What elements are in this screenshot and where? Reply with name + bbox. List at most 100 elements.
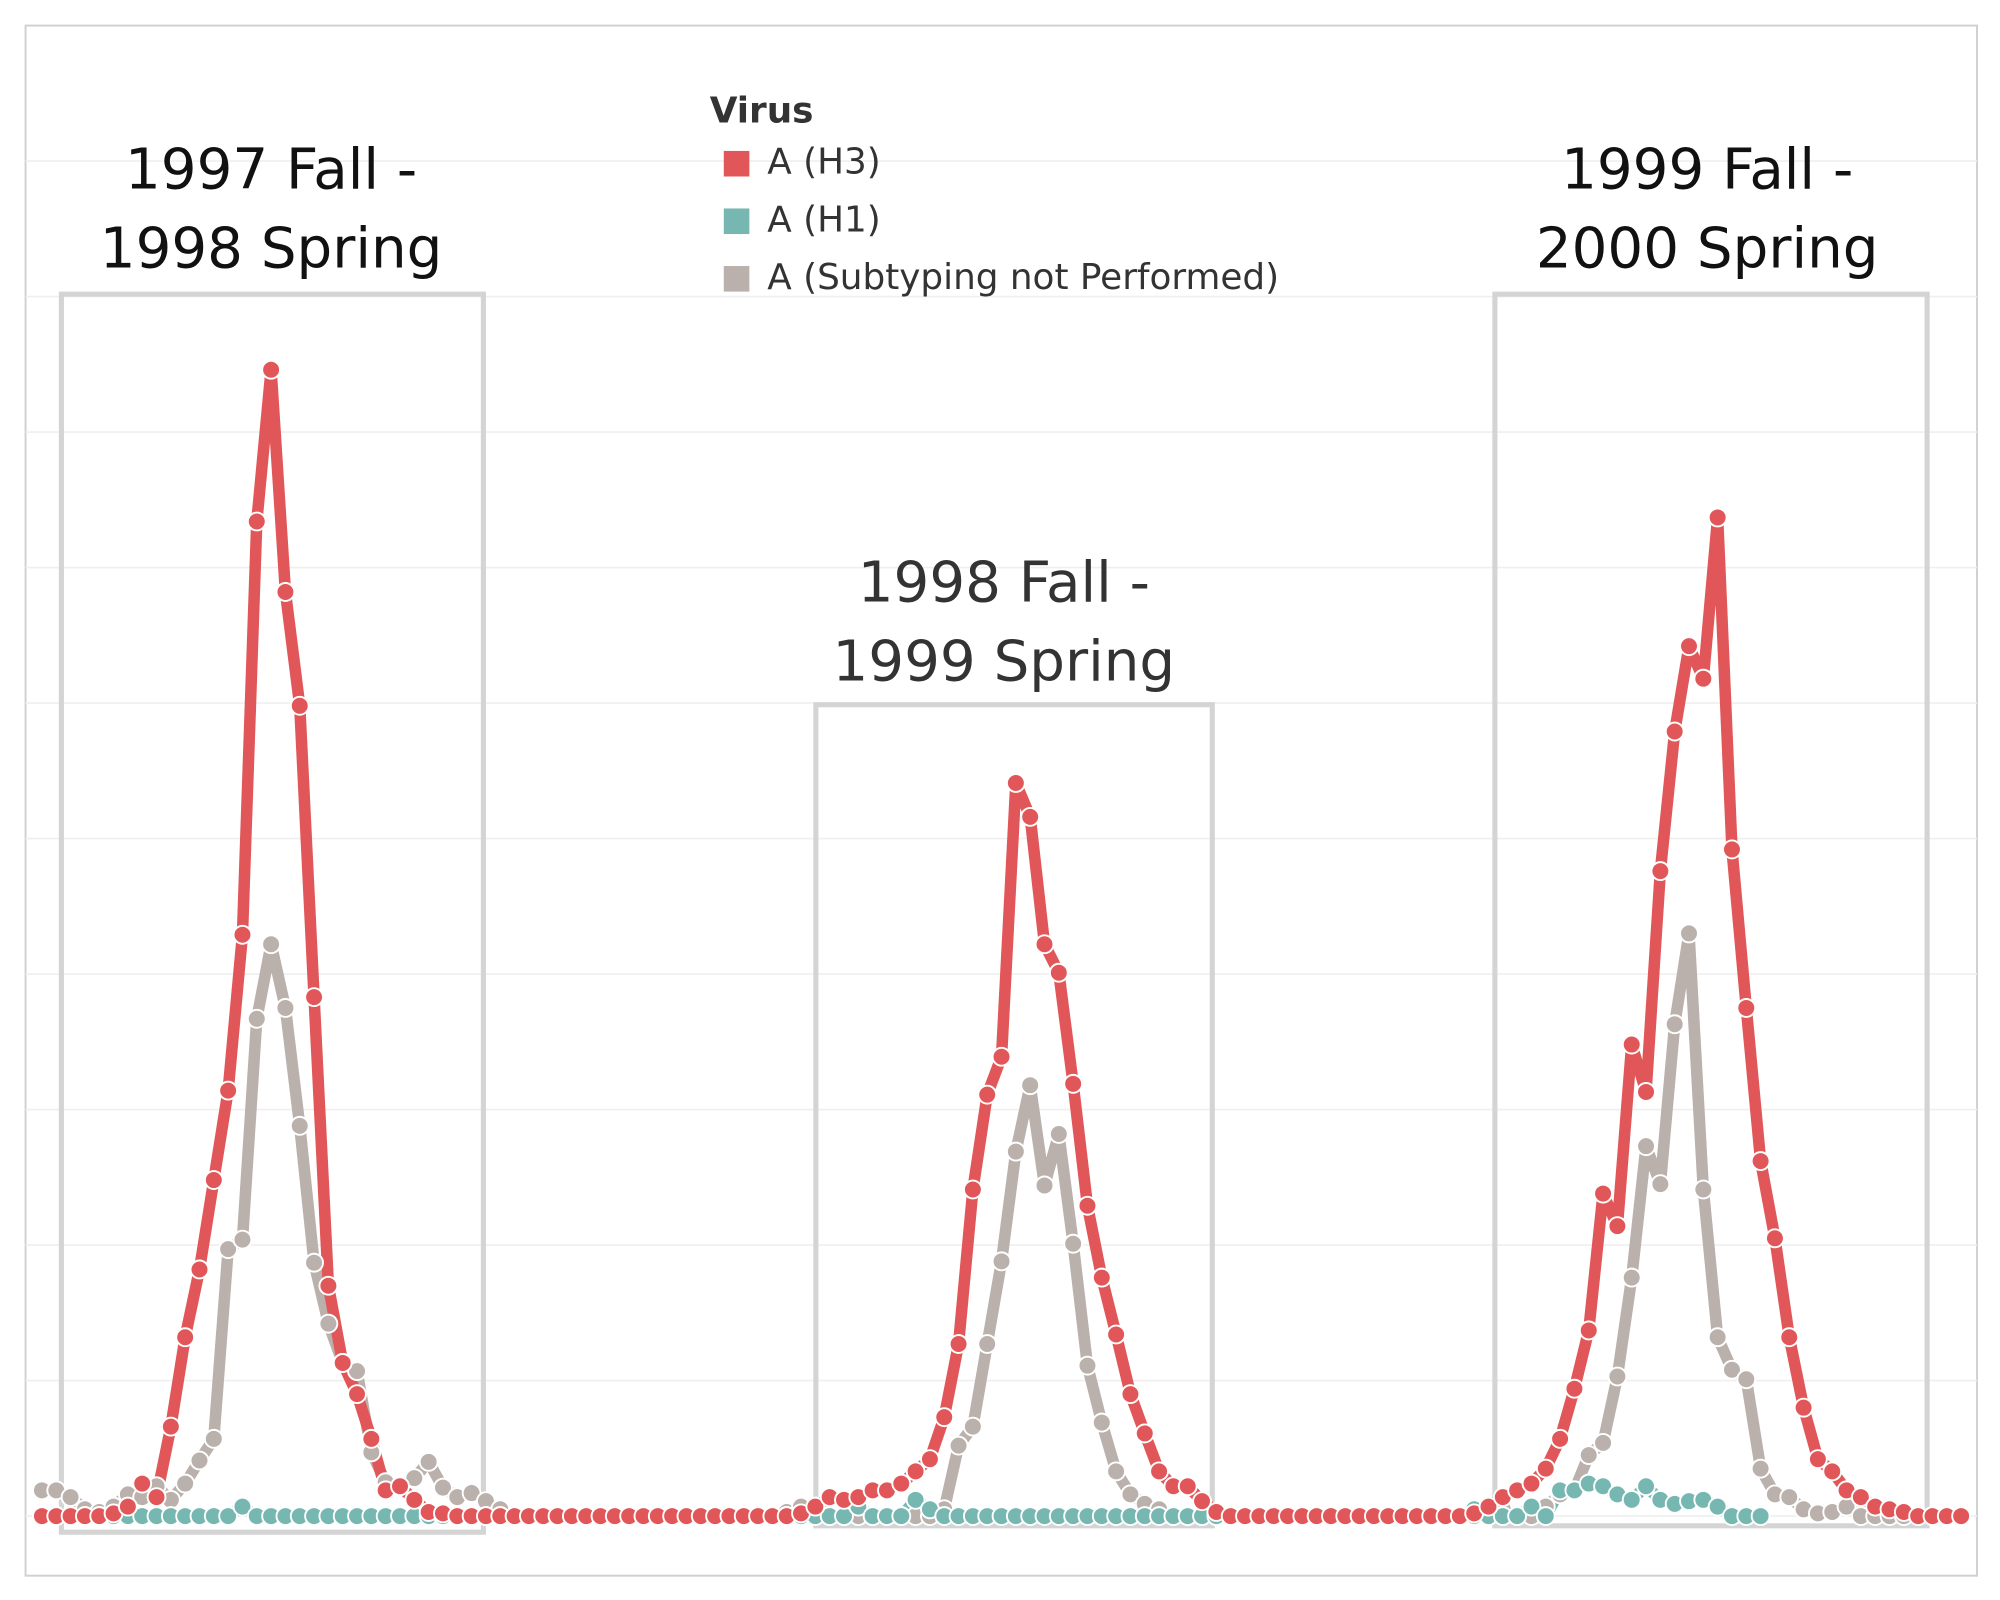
data-point <box>1636 1136 1656 1157</box>
data-point <box>1535 1506 1556 1526</box>
data-point <box>805 1496 826 1517</box>
data-point <box>1850 1487 1871 1508</box>
data-point <box>1765 1228 1785 1249</box>
data-point <box>246 511 267 532</box>
data-point <box>1120 1484 1141 1505</box>
data-point <box>1722 839 1742 860</box>
data-point <box>361 1428 382 1449</box>
data-point <box>1693 668 1714 689</box>
data-point <box>1607 1366 1628 1387</box>
data-point <box>962 1416 983 1437</box>
data-point <box>1034 934 1055 955</box>
legend-label: A (H1) <box>767 199 880 240</box>
data-point <box>390 1476 410 1497</box>
data-point <box>991 1046 1012 1067</box>
data-point <box>1779 1327 1800 1348</box>
annotations: 1997 Fall - 1998 Spring 1998 Fall - 1999 Sp… <box>100 137 1879 694</box>
legend-swatch <box>723 266 750 292</box>
data-point <box>332 1353 353 1373</box>
data-point <box>246 1008 267 1029</box>
data-point <box>1736 998 1757 1018</box>
data-point <box>1005 1141 1026 1162</box>
plot <box>32 359 1972 1526</box>
data-point <box>1750 1151 1771 1171</box>
data-point <box>1091 1267 1112 1288</box>
data-point <box>1048 1124 1069 1144</box>
data-point <box>962 1179 983 1200</box>
data-point <box>1106 1461 1127 1482</box>
data-point <box>189 1450 210 1471</box>
data-point <box>347 1384 367 1405</box>
data-point <box>261 934 282 955</box>
data-point <box>1077 1355 1098 1376</box>
data-point <box>218 1506 239 1526</box>
data-point <box>175 1327 196 1348</box>
data-point <box>289 695 310 716</box>
data-point <box>146 1487 167 1508</box>
data-point <box>1149 1461 1169 1482</box>
data-point <box>1564 1378 1585 1399</box>
data-point <box>1005 773 1026 793</box>
data-point <box>1550 1428 1571 1449</box>
data-point <box>1077 1195 1098 1216</box>
data-point <box>1521 1473 1542 1494</box>
data-point <box>404 1489 425 1510</box>
data-point <box>175 1473 196 1494</box>
data-point <box>1621 1034 1642 1055</box>
data-point <box>1578 1320 1599 1341</box>
legend-label: A (H3) <box>767 142 880 183</box>
data-point <box>1607 1216 1628 1237</box>
data-point <box>433 1477 453 1498</box>
data-point <box>1650 1174 1671 1195</box>
data-point <box>1020 806 1041 827</box>
data-point <box>1621 1267 1642 1288</box>
season-label: 1998 Fall - <box>858 550 1150 615</box>
data-point <box>1707 1327 1728 1348</box>
data-point <box>1120 1384 1141 1405</box>
data-point <box>1134 1423 1155 1444</box>
data-point <box>1507 1506 1528 1526</box>
data-point <box>218 1239 239 1260</box>
legend-label: A (Subtyping not Performed) <box>767 257 1279 298</box>
data-point <box>1636 1082 1656 1102</box>
data-point <box>318 1313 339 1334</box>
data-point <box>1593 1183 1613 1204</box>
data-point <box>1621 1489 1642 1510</box>
data-point <box>1779 1487 1800 1508</box>
data-point <box>1478 1496 1499 1517</box>
data-point <box>232 1496 253 1517</box>
data-point <box>1822 1461 1843 1482</box>
data-point <box>418 1451 439 1472</box>
data-point <box>1722 1359 1742 1380</box>
grid <box>25 160 1977 1517</box>
data-point <box>1177 1476 1198 1497</box>
data-point <box>891 1473 912 1494</box>
data-point <box>1664 721 1685 742</box>
data-point <box>1679 923 1699 944</box>
data-point <box>1951 1506 1972 1526</box>
data-point <box>1636 1476 1656 1497</box>
data-point <box>1192 1491 1212 1512</box>
data-point <box>977 1084 998 1105</box>
season-label: 1998 Spring <box>100 217 443 282</box>
data-point <box>203 1428 224 1449</box>
data-point <box>318 1275 339 1296</box>
data-point <box>1020 1075 1041 1096</box>
data-point <box>132 1473 153 1494</box>
data-point <box>1664 1014 1685 1035</box>
data-point <box>905 1489 926 1510</box>
legend: Virus A (H3) A (H1) A (Subtyping not Perfo… <box>710 91 1279 298</box>
data-point <box>117 1496 138 1517</box>
data-point <box>1593 1432 1613 1453</box>
data-point <box>1693 1179 1714 1200</box>
data-point <box>991 1251 1012 1272</box>
data-point <box>275 998 296 1018</box>
data-point <box>189 1259 210 1280</box>
data-point <box>289 1115 310 1136</box>
data-point <box>1650 861 1671 882</box>
data-point <box>948 1334 969 1354</box>
data-point <box>1707 507 1728 528</box>
data-point <box>1063 1233 1084 1254</box>
